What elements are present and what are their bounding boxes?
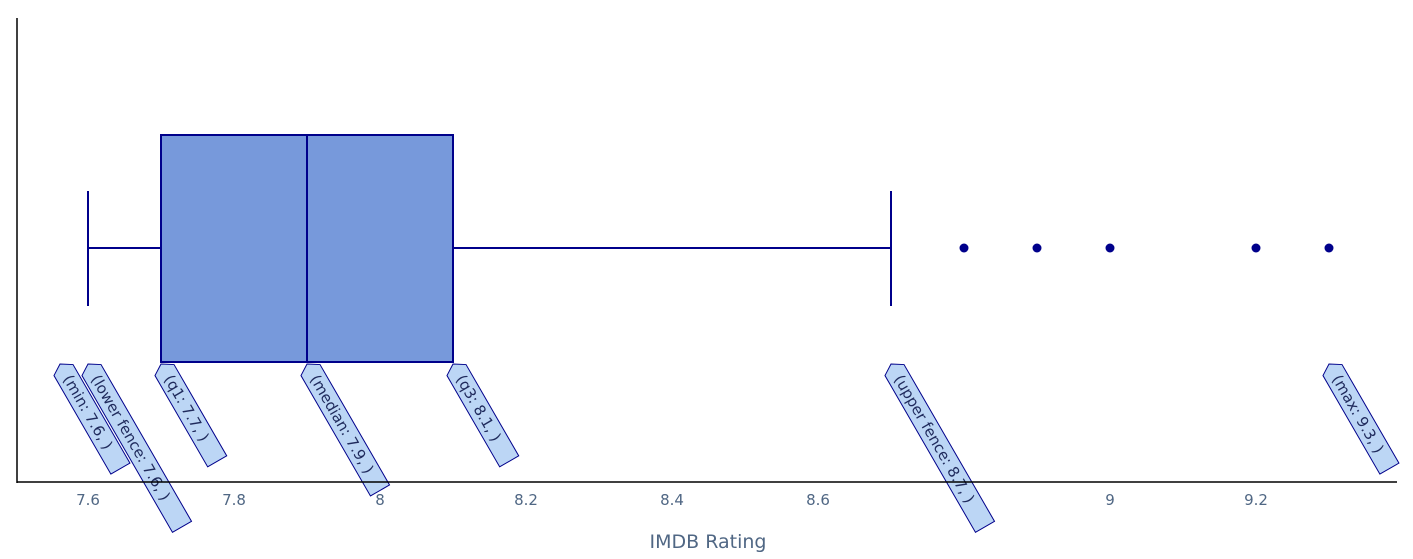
hover-label-box <box>154 363 228 468</box>
hover-label-text: (max: 9.3, ) <box>1328 372 1387 457</box>
hover-label-q1: (q1: 7.7, ) <box>154 363 228 468</box>
hover-label-text: (median: 7.9, ) <box>306 372 377 477</box>
outlier-point <box>1324 243 1334 253</box>
outlier-point <box>1105 243 1115 253</box>
hover-label-text: (q3: 8.1, ) <box>452 372 505 445</box>
hover-label-box <box>81 363 193 533</box>
x-tick-label: 8.6 <box>806 491 830 509</box>
hover-label-box <box>446 363 520 468</box>
hover-label-box <box>884 363 996 533</box>
hover-label-median: (median: 7.9, ) <box>300 363 391 497</box>
x-tick-label: 8 <box>375 491 385 509</box>
hover-label-text: (q1: 7.7, ) <box>160 372 213 445</box>
x-tick-label: 9.2 <box>1244 491 1268 509</box>
x-tick-label: 7.8 <box>222 491 246 509</box>
hover-label-box <box>1322 363 1400 475</box>
x-axis-title: IMDB Rating <box>650 531 767 553</box>
hover-label-box <box>300 363 391 497</box>
hover-label-text: (upper fence: 8.7, ) <box>890 372 978 507</box>
hover-labels: (min: 7.6, )(lower fence: 7.6, )(q1: 7.7… <box>53 363 1400 533</box>
hover-label-upper-fence: (upper fence: 8.7, ) <box>884 363 996 533</box>
x-tick-label: 7.6 <box>76 491 100 509</box>
outlier-point <box>959 243 969 253</box>
outlier-point <box>1032 243 1042 253</box>
hover-label-box <box>53 363 131 475</box>
plot-area <box>87 134 1334 363</box>
x-tick-label: 8.4 <box>660 491 684 509</box>
x-tick-label: 9 <box>1105 491 1115 509</box>
outlier-point <box>1251 243 1261 253</box>
x-axis: 7.6 7.8 8 8.2 8.4 8.6 9 9.2 <box>16 18 1397 509</box>
hover-label-max: (max: 9.3, ) <box>1322 363 1400 475</box>
hover-label-q3: (q3: 8.1, ) <box>446 363 520 468</box>
x-tick-label: 8.2 <box>514 491 538 509</box>
